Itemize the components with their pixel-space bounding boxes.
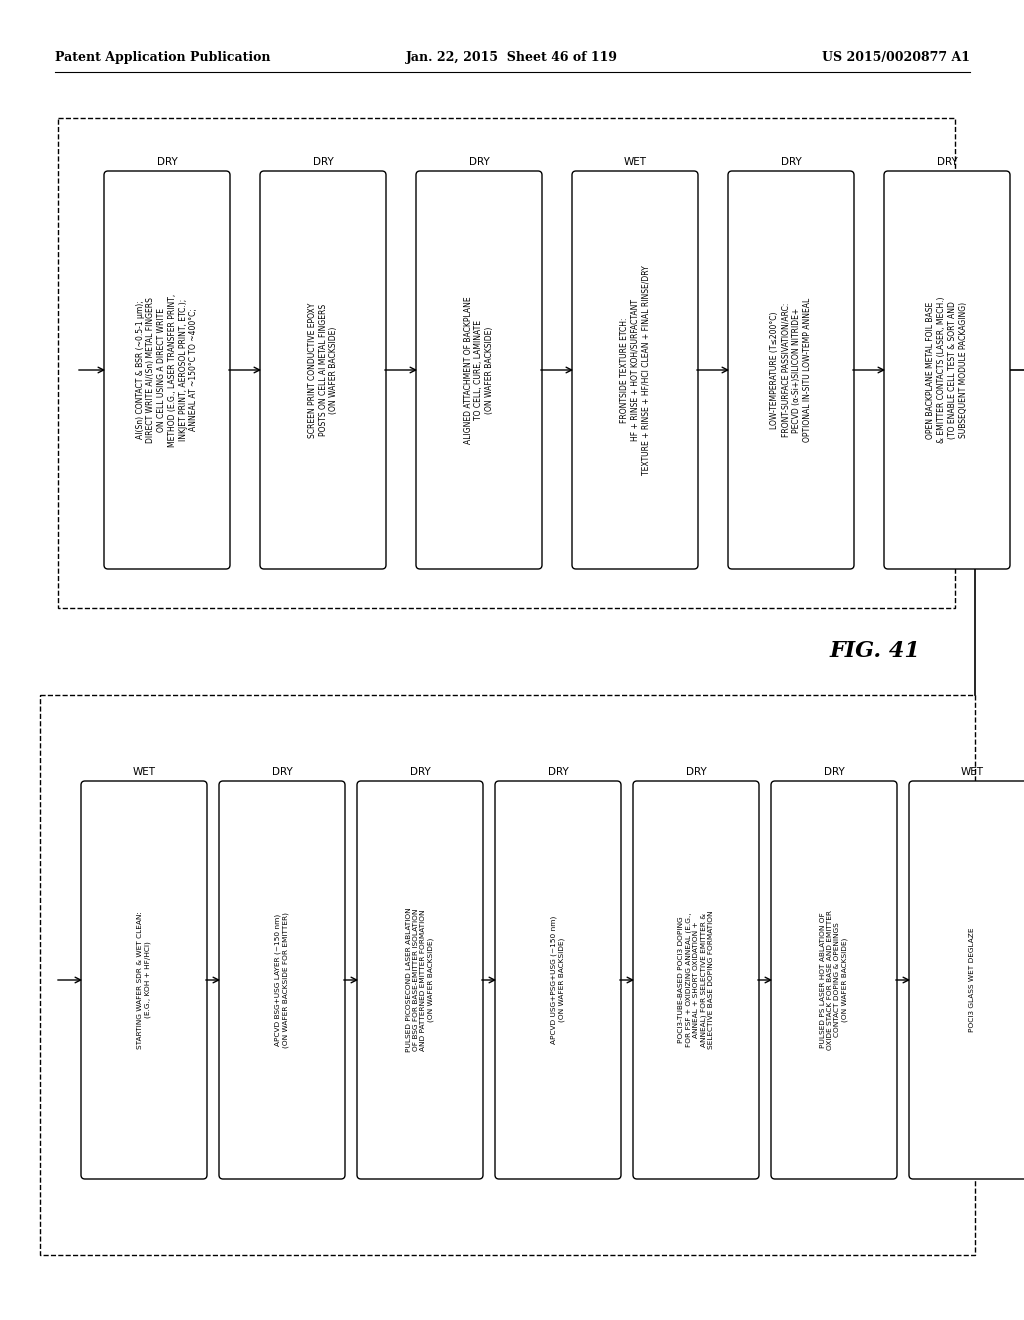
Text: STARTING WAFER SDR & WET CLEAN:
(E.G., KOH + HF/HCl): STARTING WAFER SDR & WET CLEAN: (E.G., K… — [137, 911, 151, 1049]
Text: POCl3 GLASS WET DEGLAZE: POCl3 GLASS WET DEGLAZE — [969, 928, 975, 1032]
FancyBboxPatch shape — [416, 172, 542, 569]
Text: DRY: DRY — [686, 767, 707, 777]
Text: PULSED PICOSECOND LASER ABLATION
OF BSG FOR BASE-EMITTER ISOLATION
AND PATTERNED: PULSED PICOSECOND LASER ABLATION OF BSG … — [406, 908, 434, 1052]
FancyBboxPatch shape — [104, 172, 230, 569]
Text: Patent Application Publication: Patent Application Publication — [55, 51, 270, 65]
Text: WET: WET — [961, 767, 983, 777]
Text: POCl3-TUBE-BASED POCl3 DOPING
FOR FSF + OXIDIZING ANNEAL (E.G.,
ANNEAL + SHORT O: POCl3-TUBE-BASED POCl3 DOPING FOR FSF + … — [678, 911, 714, 1049]
FancyBboxPatch shape — [357, 781, 483, 1179]
Text: OPEN BACKPLANE METAL FOIL BASE
& EMITTER CONTACTS (LASER, MECH.)
(TO ENABLE CELL: OPEN BACKPLANE METAL FOIL BASE & EMITTER… — [927, 297, 968, 444]
Text: Al(Sn) CONTACT & BSR (~0.5-1 μm);
DIRECT WRITE Al/(Sn) METAL FINGERS
ON CELL USI: Al(Sn) CONTACT & BSR (~0.5-1 μm); DIRECT… — [135, 293, 199, 446]
Text: DRY: DRY — [312, 157, 334, 168]
Text: WET: WET — [624, 157, 646, 168]
FancyBboxPatch shape — [260, 172, 386, 569]
Text: SCREEN PRINT CONDUCTIVE EPOXY
POSTS ON CELL Al METAL FINGERS
(ON WAFER BACKSIDE): SCREEN PRINT CONDUCTIVE EPOXY POSTS ON C… — [308, 302, 338, 438]
Text: FIG. 41: FIG. 41 — [829, 640, 920, 663]
Text: DRY: DRY — [548, 767, 568, 777]
FancyBboxPatch shape — [572, 172, 698, 569]
Text: Jan. 22, 2015  Sheet 46 of 119: Jan. 22, 2015 Sheet 46 of 119 — [406, 51, 618, 65]
FancyBboxPatch shape — [909, 781, 1024, 1179]
FancyBboxPatch shape — [633, 781, 759, 1179]
Text: DRY: DRY — [271, 767, 293, 777]
FancyBboxPatch shape — [219, 781, 345, 1179]
Text: DRY: DRY — [410, 767, 430, 777]
Bar — [40, 696, 975, 1255]
FancyBboxPatch shape — [884, 172, 1010, 569]
FancyBboxPatch shape — [81, 781, 207, 1179]
Text: ALIGNED ATTACHMENT OF BACKPLANE
TO CELL, CURE, LAMINATE
(ON WAFER BACKSIDE): ALIGNED ATTACHMENT OF BACKPLANE TO CELL,… — [464, 296, 495, 444]
Text: DRY: DRY — [157, 157, 177, 168]
FancyBboxPatch shape — [728, 172, 854, 569]
Text: FRONTSIDE TEXTURE ETCH:
HF + RINSE + HOT KOH/SURFACTANT
TEXTURE + RINSE + HF/HCl: FRONTSIDE TEXTURE ETCH: HF + RINSE + HOT… — [620, 265, 650, 475]
Text: US 2015/0020877 A1: US 2015/0020877 A1 — [822, 51, 970, 65]
Text: DRY: DRY — [823, 767, 845, 777]
FancyBboxPatch shape — [771, 781, 897, 1179]
Text: DRY: DRY — [937, 157, 957, 168]
Text: LOW-TEMPERATURE (T≤200°C)
FRONT-SURFACE PASSIVATION/ARC:
PECVD (α-Si+)SILICON NI: LOW-TEMPERATURE (T≤200°C) FRONT-SURFACE … — [770, 298, 812, 442]
Text: DRY: DRY — [780, 157, 802, 168]
FancyBboxPatch shape — [495, 781, 621, 1179]
Text: APCVD USG+PSG+USG (~150 nm)
(ON WAFER BACKSIDE): APCVD USG+PSG+USG (~150 nm) (ON WAFER BA… — [551, 916, 565, 1044]
Bar — [58, 117, 955, 609]
Text: WET: WET — [132, 767, 156, 777]
Text: APCVD BSG+USG LAYER (~150 nm)
(ON WAFER BACKSIDE FOR EMITTER): APCVD BSG+USG LAYER (~150 nm) (ON WAFER … — [274, 912, 289, 1048]
Text: PULSED PS LASER HOT ABLATION OF
OXIDE STACK FOR BASE AND EMITTER
CONTACT DOPING : PULSED PS LASER HOT ABLATION OF OXIDE ST… — [820, 909, 848, 1049]
Text: DRY: DRY — [469, 157, 489, 168]
